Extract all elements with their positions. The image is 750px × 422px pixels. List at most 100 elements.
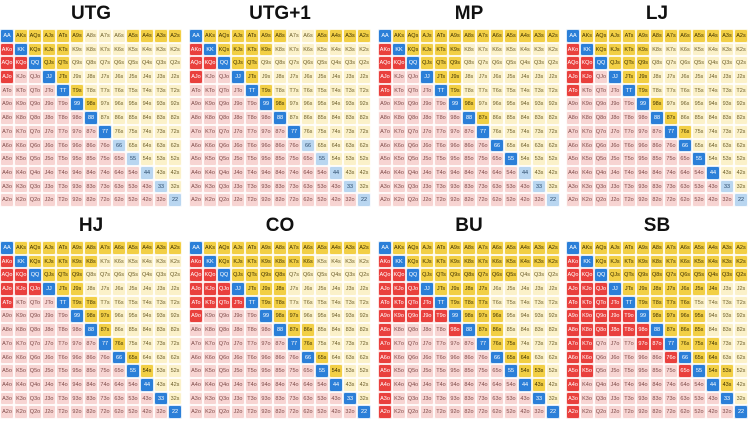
hand-cell: J2o [420,193,434,207]
hand-cell: 65o [112,152,126,166]
hand-cell: 73o [287,391,301,406]
hand-cell: K3o [580,179,594,194]
hand-cell: 62o [112,405,126,419]
hand-cell: 97s [98,309,112,324]
hand-cell: KJo [14,282,28,296]
hand-cell: KK [580,42,594,57]
hand-cell: J9s [259,282,273,296]
hand-cell: 72o [98,193,112,207]
hand-cell: A8o [378,323,392,337]
hand-cell: Q8s [650,268,664,283]
hand-cell: 95s [504,309,518,324]
hand-cell: T9s [259,83,273,98]
hand-cell: T2s [168,83,182,98]
hand-cell: 85s [126,111,140,125]
hand-cell: T5o [622,364,636,378]
hand-cell: Q4s [140,56,154,71]
hand-cell: K3s [532,254,546,269]
hand-cell: A4s [518,29,532,43]
hand-cell: Q2o [28,405,42,419]
hand-cell: A9o [0,309,14,324]
hand-cell: K7o [392,336,406,351]
hand-cell: A2s [357,29,371,43]
hand-cell: K5o [203,364,217,378]
hand-cell: J2s [357,70,371,84]
hand-cell: T5s [315,295,329,310]
hand-cell: J9o [42,97,56,112]
hand-cell: 77 [664,336,678,351]
hand-cell: 43o [518,391,532,406]
hand-cell: KJo [580,282,594,296]
hand-cell: 92s [734,97,748,112]
hand-cell: 55 [504,152,518,166]
hand-cell: J8s [462,70,476,84]
hand-cell: 98s [84,309,98,324]
hand-cell: Q9o [594,97,608,112]
hand-cell: K9o [392,309,406,324]
hand-cell: Q6s [112,268,126,283]
hand-cell: 86o [84,138,98,153]
hand-cell: 93s [154,309,168,324]
hand-cell: JJ [42,70,56,84]
hand-cell: A8s [273,29,287,43]
hand-cell: J4o [420,377,434,392]
hand-cell: 74o [476,377,490,392]
hand-cell: 73o [476,391,490,406]
hand-cell: 53o [692,391,706,406]
hand-cell: Q4o [594,377,608,392]
hand-cell: T8s [273,83,287,98]
hand-cell: 84o [650,377,664,392]
hand-cell: A4s [140,241,154,255]
hand-cell: Q9o [594,309,608,324]
hand-cell: 96s [112,97,126,112]
hand-cell: 22 [357,405,371,419]
hand-cell: A4o [566,377,580,392]
hand-cell: J3s [532,70,546,84]
hand-cell: 82s [546,111,560,125]
hand-cell: Q5s [504,268,518,283]
hand-cell: A5o [378,152,392,166]
hand-cell: T6s [678,295,692,310]
hand-cell: 22 [357,193,371,207]
hand-cell: JTo [420,295,434,310]
hand-cell: 95o [448,364,462,378]
hand-cell: 85s [126,323,140,337]
hand-cell: 44 [329,377,343,392]
hand-cell: 96o [636,350,650,365]
hand-cell: AA [189,241,203,255]
hand-cell: Q3s [343,56,357,71]
hand-cell: 97s [287,97,301,112]
hand-cell: A6o [0,138,14,153]
hand-cell: K9o [580,309,594,324]
hand-cell: A5o [0,364,14,378]
hand-cell: JJ [231,70,245,84]
hand-cell: T4o [56,377,70,392]
hand-cell: K6o [580,138,594,153]
hand-cell: Q2s [168,268,182,283]
hand-cell: 73o [98,391,112,406]
hand-cell: A2o [189,193,203,207]
hand-cell: 96o [259,138,273,153]
hand-cell: K7s [287,42,301,57]
hand-grid: AA AKs AQs AJs ATs A9s A8s A7s A6s A5s A4s A3s A2s AK… [566,241,748,419]
hand-cell: J3s [343,282,357,296]
hand-cell: T5o [245,364,259,378]
hand-cell: A2s [734,29,748,43]
hand-cell: A7o [0,124,14,139]
hand-cell: T7s [664,295,678,310]
hand-cell: Q8o [594,111,608,125]
hand-cell: 93o [70,179,84,194]
hand-cell: Q6o [217,350,231,365]
hand-cell: 62o [112,193,126,207]
hand-cell: 43o [140,391,154,406]
hand-cell: Q7s [98,268,112,283]
hand-cell: AQo [189,56,203,71]
hand-cell: 75o [664,152,678,166]
hand-cell: 72o [287,193,301,207]
hand-cell: 97o [70,336,84,351]
hand-cell: T9o [434,97,448,112]
hand-cell: K2o [392,405,406,419]
hand-cell: K2o [580,405,594,419]
hand-cell: 88 [273,323,287,337]
hand-cell: A2o [0,405,14,419]
